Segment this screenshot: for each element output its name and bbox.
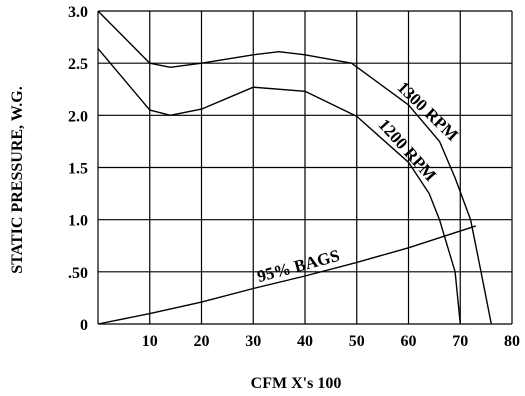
x-tick-label-80: 80 [504,333,520,350]
x-tick-label-60: 60 [401,333,417,350]
x-tick-label-40: 40 [297,333,313,350]
x-axis-title: CFM X's 100 [251,375,342,392]
x-tick-label-30: 30 [245,333,261,350]
x-tick-label-20: 20 [194,333,210,350]
x-tick-label-50: 50 [349,333,365,350]
tick-label-layer: 10 20 30 40 50 60 70 80 0 .50 1.0 1.5 2.0 2.5 3.0 [68,4,520,350]
x-tick-label-70: 70 [452,333,468,350]
y-tick-label-1-5: 1.5 [68,161,88,178]
series-layer [97,10,492,325]
grid-layer [97,10,513,325]
series-line-95-bags [97,225,477,325]
y-tick-label-50: .50 [68,265,88,282]
y-tick-label-1-0: 1.0 [68,213,88,230]
y-axis-title: STATIC PRESSURE, W.G. [9,86,26,273]
y-tick-label-3-0: 3.0 [68,4,88,21]
curve-label-95-bags: 95% BAGS [255,246,342,286]
x-tick-label-10: 10 [142,333,158,350]
y-tick-label-0: 0 [80,317,88,334]
y-tick-label-2-5: 2.5 [68,56,88,73]
series-line-1200-rpm [97,48,461,325]
y-tick-label-2-0: 2.0 [68,108,88,125]
series-line-1300-rpm [97,10,492,325]
